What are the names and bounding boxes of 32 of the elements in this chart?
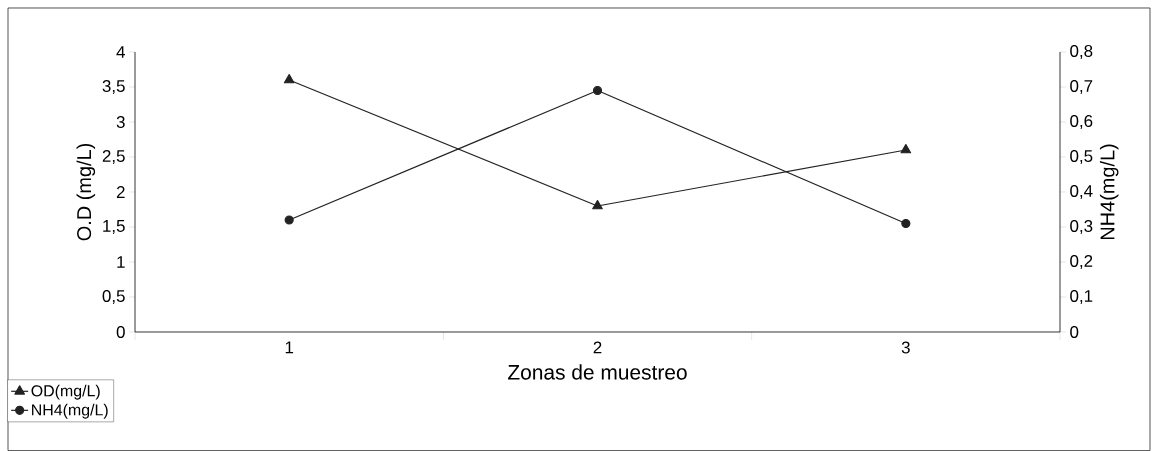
y-axis-title: O.D (mg/L) <box>76 143 96 241</box>
y2-tick-label: 0,3 <box>1070 219 1093 234</box>
y-tick-label: 2,5 <box>102 149 125 164</box>
y-tick-label: 3,5 <box>102 79 125 94</box>
y-tick-label: 2 <box>116 186 125 198</box>
x-axis-title: Zonas de muestreo <box>508 364 687 380</box>
y2-tick-label: 0,4 <box>1070 184 1093 199</box>
point <box>592 199 603 210</box>
y-tick-label: 1 <box>117 256 125 268</box>
point <box>592 85 603 96</box>
x-tick-label: 3 <box>901 341 910 354</box>
legend-label: OD(mg/L) <box>31 384 100 400</box>
y2-tick-label: 0 <box>1070 325 1079 338</box>
y-tick-label: 1,5 <box>103 220 125 234</box>
point <box>283 73 295 84</box>
y-tick-label: 0,5 <box>102 289 125 304</box>
y-tick-label: 4 <box>116 46 125 58</box>
legend-label: NH4(mg/L) <box>32 403 108 419</box>
y2-tick-label: 0,6 <box>1070 115 1093 129</box>
point <box>284 215 294 225</box>
y2-tick-label: 0,1 <box>1070 289 1093 304</box>
y2-tick-label: 0,2 <box>1070 254 1093 269</box>
y2-tick-label: 0,5 <box>1070 149 1093 164</box>
x-tick-label: 2 <box>593 341 602 354</box>
x-tick-label: 1 <box>285 341 294 354</box>
point <box>900 143 912 154</box>
y-tick-label: 0 <box>116 325 125 338</box>
y2-tick-label: 0,8 <box>1070 45 1093 59</box>
y-tick-label: 3 <box>116 115 125 128</box>
y2-axis-title: NH4(mg/L) <box>1099 144 1119 240</box>
y2-tick-label: 0,7 <box>1070 80 1093 94</box>
point <box>901 218 911 229</box>
